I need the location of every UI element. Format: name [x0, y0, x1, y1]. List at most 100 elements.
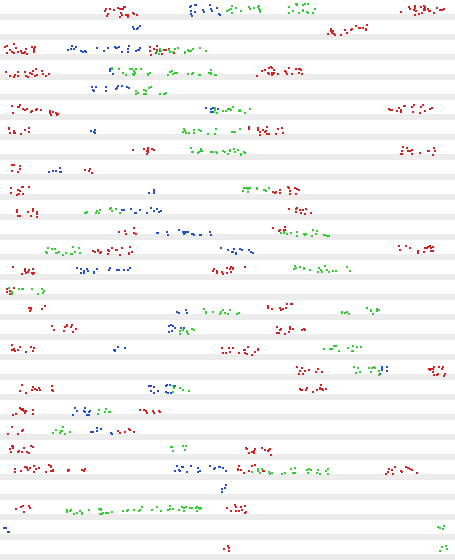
- point: [71, 45, 73, 47]
- point: [282, 132, 284, 134]
- point: [267, 305, 269, 307]
- point: [227, 313, 229, 315]
- point: [184, 130, 186, 132]
- point: [172, 325, 174, 327]
- point: [145, 410, 147, 412]
- point: [362, 27, 364, 29]
- point: [136, 14, 138, 16]
- point: [219, 313, 221, 315]
- point: [127, 509, 129, 511]
- point: [230, 271, 232, 273]
- point: [294, 472, 296, 474]
- point: [296, 231, 298, 233]
- point: [284, 229, 286, 231]
- point: [251, 471, 253, 473]
- point: [226, 507, 228, 509]
- point: [45, 251, 47, 253]
- point: [210, 108, 212, 110]
- point: [312, 12, 314, 14]
- point: [25, 392, 27, 394]
- point: [251, 451, 253, 453]
- point: [409, 8, 411, 10]
- point: [76, 267, 78, 269]
- point: [169, 71, 171, 73]
- point: [296, 188, 298, 190]
- point: [299, 209, 301, 211]
- point: [168, 331, 170, 333]
- point: [159, 93, 161, 95]
- point: [66, 325, 68, 327]
- point: [179, 333, 181, 335]
- point: [18, 450, 20, 452]
- point: [210, 111, 212, 113]
- point: [88, 411, 90, 413]
- point: [279, 192, 281, 194]
- point: [316, 389, 318, 391]
- point: [423, 251, 425, 253]
- point: [205, 50, 207, 52]
- point: [14, 132, 16, 134]
- point: [34, 388, 36, 390]
- point: [229, 351, 231, 353]
- point: [21, 384, 23, 386]
- point: [259, 131, 261, 133]
- point: [43, 290, 45, 292]
- point: [398, 245, 400, 247]
- point: [423, 9, 425, 11]
- point: [386, 366, 388, 368]
- point: [189, 6, 191, 8]
- point: [200, 130, 202, 132]
- point: [74, 251, 76, 253]
- point: [28, 307, 30, 309]
- point: [160, 50, 162, 52]
- point: [25, 410, 27, 412]
- point: [50, 470, 52, 472]
- point: [352, 345, 354, 347]
- point: [33, 51, 35, 53]
- point: [244, 352, 246, 354]
- point: [26, 451, 28, 453]
- point: [82, 51, 84, 53]
- point: [190, 147, 192, 149]
- point: [24, 268, 26, 270]
- point: [332, 270, 334, 272]
- series-1: [3, 4, 388, 533]
- point: [32, 350, 34, 352]
- point: [319, 387, 321, 389]
- point: [299, 388, 301, 390]
- point: [228, 547, 230, 549]
- point: [186, 471, 188, 473]
- point: [182, 131, 184, 133]
- point: [139, 25, 141, 27]
- point: [235, 506, 237, 508]
- point: [143, 89, 145, 91]
- point: [210, 72, 212, 74]
- point: [372, 313, 374, 315]
- point: [33, 465, 35, 467]
- point: [123, 269, 125, 271]
- point: [146, 212, 148, 214]
- point: [17, 71, 19, 73]
- point: [254, 448, 256, 450]
- point: [428, 150, 430, 152]
- point: [417, 250, 419, 252]
- point: [107, 47, 109, 49]
- point: [136, 28, 138, 30]
- point: [14, 74, 16, 76]
- point: [278, 332, 280, 334]
- point: [134, 212, 136, 214]
- point: [235, 510, 237, 512]
- point: [17, 433, 19, 435]
- point: [89, 168, 91, 170]
- point: [365, 29, 367, 31]
- point: [257, 468, 259, 470]
- point: [446, 548, 448, 550]
- point: [433, 147, 435, 149]
- point: [432, 154, 434, 156]
- point: [203, 11, 205, 13]
- point: [108, 269, 110, 271]
- point: [248, 470, 250, 472]
- point: [150, 54, 152, 56]
- point: [71, 324, 73, 326]
- point: [84, 169, 86, 171]
